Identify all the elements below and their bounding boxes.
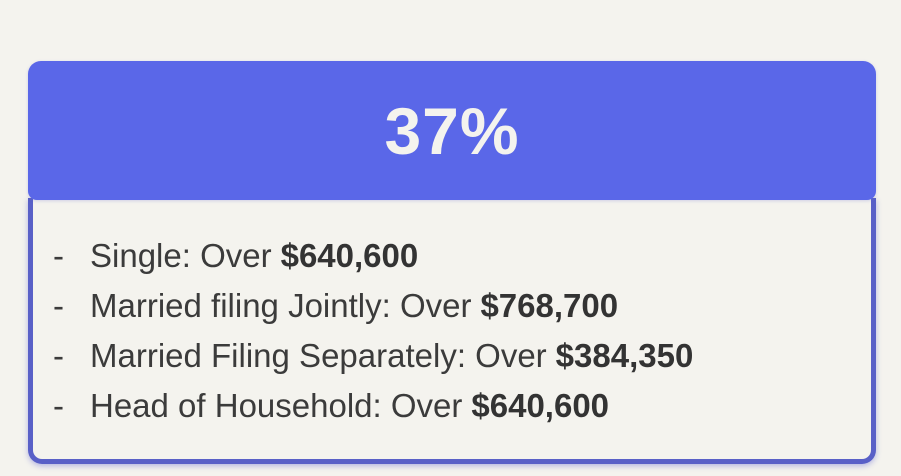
card-header: 37% bbox=[28, 61, 876, 200]
bracket-list: - Single: Over $640,600 - Married filing… bbox=[53, 231, 851, 431]
bullet-dash: - bbox=[53, 287, 64, 324]
threshold-amount: $384,350 bbox=[555, 337, 694, 374]
tax-bracket-card: 37% - Single: Over $640,600 - Married fi… bbox=[28, 61, 876, 464]
filing-status-label: Head of Household: Over bbox=[90, 387, 463, 424]
threshold-amount: $768,700 bbox=[480, 287, 619, 324]
bullet-dash: - bbox=[53, 237, 64, 274]
card-body: - Single: Over $640,600 - Married filing… bbox=[28, 198, 876, 464]
bullet-dash: - bbox=[53, 337, 64, 374]
threshold-amount: $640,600 bbox=[471, 387, 610, 424]
filing-status-label: Married Filing Separately: Over bbox=[90, 337, 547, 374]
filing-status-label: Single: Over bbox=[90, 237, 272, 274]
list-item: - Married Filing Separately: Over $384,3… bbox=[53, 331, 851, 381]
list-item: - Married filing Jointly: Over $768,700 bbox=[53, 281, 851, 331]
list-item: - Single: Over $640,600 bbox=[53, 231, 851, 281]
list-item: - Head of Household: Over $640,600 bbox=[53, 381, 851, 431]
bullet-dash: - bbox=[53, 387, 64, 424]
tax-rate-heading: 37% bbox=[384, 93, 520, 168]
filing-status-label: Married filing Jointly: Over bbox=[90, 287, 472, 324]
threshold-amount: $640,600 bbox=[280, 237, 419, 274]
